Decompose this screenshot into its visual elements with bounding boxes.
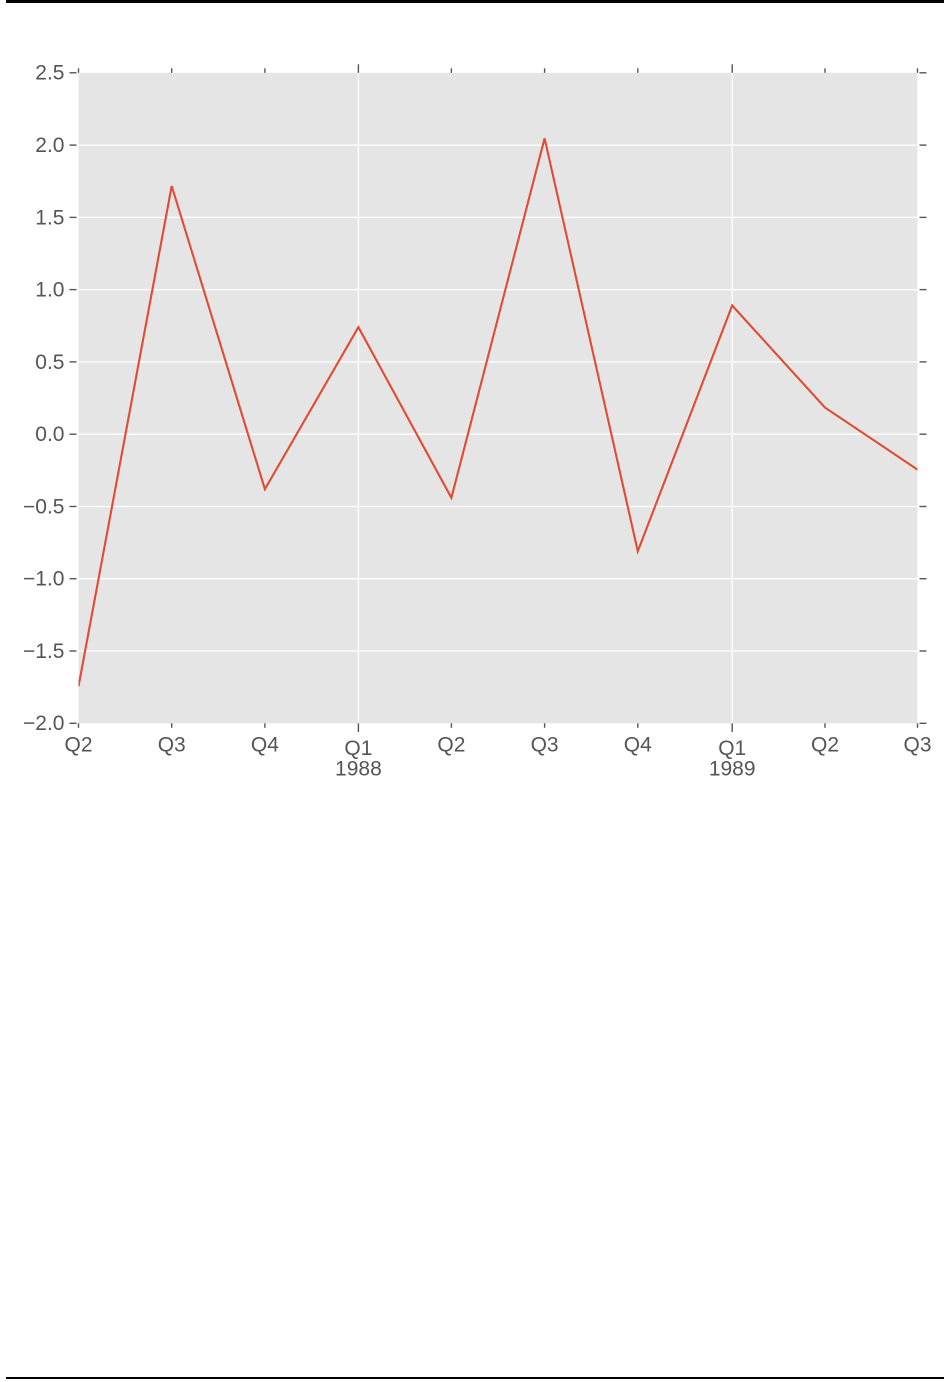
svg-text:1988: 1988 (335, 757, 382, 780)
svg-text:Q4: Q4 (251, 733, 279, 756)
svg-text:Q3: Q3 (158, 733, 186, 756)
svg-text:−2.0: −2.0 (23, 712, 64, 735)
svg-text:Q2: Q2 (64, 733, 92, 756)
svg-text:−1.5: −1.5 (23, 640, 64, 663)
svg-text:Q3: Q3 (531, 733, 559, 756)
svg-text:Q2: Q2 (811, 733, 839, 756)
svg-text:0.5: 0.5 (35, 351, 64, 374)
svg-text:2.5: 2.5 (35, 62, 64, 85)
svg-text:Q3: Q3 (903, 733, 931, 756)
svg-text:1.0: 1.0 (35, 279, 64, 302)
svg-text:Q1: Q1 (344, 737, 372, 760)
svg-text:2.0: 2.0 (35, 134, 64, 157)
svg-text:1.5: 1.5 (35, 206, 64, 229)
svg-text:−1.0: −1.0 (23, 568, 64, 591)
svg-text:Q4: Q4 (624, 733, 652, 756)
svg-text:−0.5: −0.5 (23, 495, 64, 518)
svg-text:1989: 1989 (709, 757, 756, 780)
svg-text:Q2: Q2 (437, 733, 465, 756)
svg-text:Q1: Q1 (718, 737, 746, 760)
svg-text:0.0: 0.0 (35, 423, 64, 446)
